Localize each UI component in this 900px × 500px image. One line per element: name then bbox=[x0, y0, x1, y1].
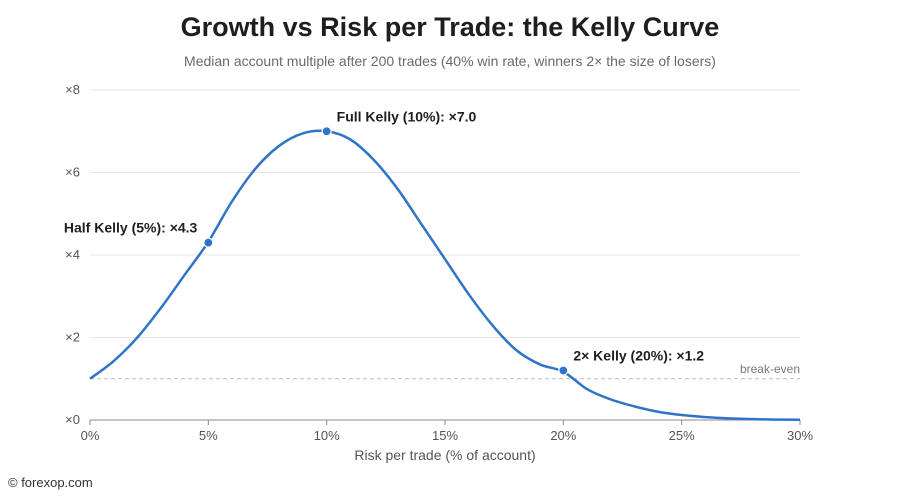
highlight-point bbox=[558, 365, 569, 376]
highlight-point bbox=[203, 237, 214, 248]
x-tick-label: 25% bbox=[669, 428, 695, 443]
series-layer bbox=[89, 129, 801, 422]
y-tick-label: ×2 bbox=[65, 330, 80, 345]
y-tick-label: ×6 bbox=[65, 165, 80, 180]
chart-title: Growth vs Risk per Trade: the Kelly Curv… bbox=[180, 12, 720, 42]
y-tick-label: ×4 bbox=[65, 247, 80, 262]
y-tick-label: ×0 bbox=[65, 412, 80, 427]
point-annotation: Full Kelly (10%): ×7.0 bbox=[337, 108, 477, 124]
x-tick-label: 0% bbox=[81, 428, 100, 443]
x-tick-label: 10% bbox=[314, 428, 340, 443]
x-tick-label: 20% bbox=[550, 428, 576, 443]
highlight-points: Half Kelly (5%): ×4.3 Full Kelly (10%): ×… bbox=[64, 108, 704, 376]
x-axis-label: Risk per trade (% of account) bbox=[354, 447, 535, 463]
x-tick-label: 5% bbox=[199, 428, 218, 443]
y-tick-label: ×8 bbox=[65, 82, 80, 97]
series-line bbox=[89, 129, 801, 422]
highlight-point bbox=[321, 126, 332, 137]
point-annotation: Half Kelly (5%): ×4.3 bbox=[64, 220, 198, 236]
x-tick-label: 30% bbox=[787, 428, 813, 443]
chart-subtitle: Median account multiple after 200 trades… bbox=[184, 53, 716, 69]
axes: ×0 ×2 ×4 ×6 ×8 0% 5% 10% 15% 20% 25% 30% Risk per tr… bbox=[65, 82, 813, 463]
grid-lines bbox=[90, 89, 800, 338]
break-even-label: break-even bbox=[740, 362, 800, 376]
x-tick-label: 15% bbox=[432, 428, 458, 443]
point-annotation: 2× Kelly (20%): ×1.2 bbox=[573, 348, 704, 364]
copyright-footer: © forexop.com bbox=[8, 475, 93, 490]
break-even-reference: break-even bbox=[90, 362, 800, 380]
